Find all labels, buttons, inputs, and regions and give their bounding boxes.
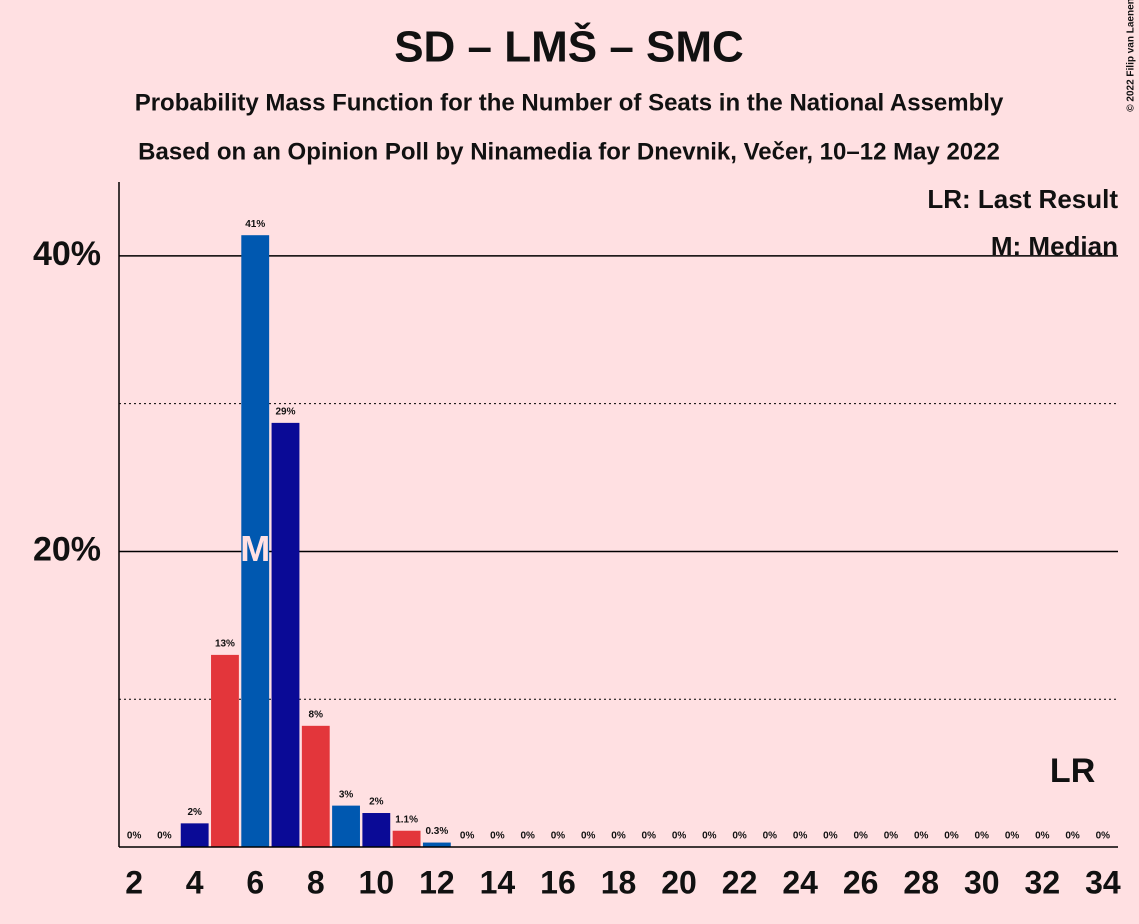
- x-tick-label: 8: [307, 864, 325, 900]
- x-tick-label: 6: [246, 864, 264, 900]
- x-tick-label: 16: [540, 864, 576, 900]
- y-tick-label: 20%: [33, 530, 101, 568]
- value-label: 0%: [672, 831, 687, 842]
- value-label: 0%: [823, 831, 838, 842]
- value-label: 0%: [975, 831, 990, 842]
- bar: [392, 830, 421, 847]
- x-tick-label: 14: [480, 864, 516, 900]
- legend-entry: M: Median: [991, 231, 1118, 261]
- x-tick-label: 12: [419, 864, 455, 900]
- chart-title: SD – LMŠ – SMC: [394, 21, 744, 72]
- bar: [362, 813, 391, 847]
- copyright: © 2022 Filip van Laenen: [1126, 0, 1137, 112]
- value-label: 0%: [884, 831, 899, 842]
- bar: [332, 805, 360, 847]
- annotation: LR: [1050, 752, 1095, 790]
- value-label: 2%: [369, 797, 384, 808]
- legend-entry: LR: Last Result: [927, 184, 1118, 214]
- value-label: 0%: [1035, 831, 1050, 842]
- x-tick-label: 4: [186, 864, 204, 900]
- bar: [180, 823, 209, 847]
- chart-subtitle: Based on an Opinion Poll by Ninamedia fo…: [138, 138, 1000, 165]
- value-label: 0%: [520, 831, 535, 842]
- x-tick-label: 34: [1085, 864, 1121, 900]
- value-label: 0%: [127, 831, 142, 842]
- x-tick-label: 26: [843, 864, 879, 900]
- x-tick-label: 20: [661, 864, 697, 900]
- value-label: 0%: [853, 831, 868, 842]
- value-label: 0%: [581, 831, 596, 842]
- value-label: 0%: [1005, 831, 1020, 842]
- value-label: 0%: [157, 831, 172, 842]
- x-tick-label: 18: [601, 864, 637, 900]
- x-tick-label: 28: [903, 864, 939, 900]
- y-tick-label: 40%: [33, 235, 101, 273]
- value-label: 0%: [460, 831, 475, 842]
- value-label: 0%: [702, 831, 717, 842]
- value-label: 0.3%: [425, 826, 448, 837]
- value-label: 29%: [275, 407, 295, 418]
- value-label: 0%: [1065, 831, 1080, 842]
- bar: [271, 422, 300, 847]
- value-label: 0%: [944, 831, 959, 842]
- value-label: 0%: [763, 831, 778, 842]
- value-label: 3%: [339, 789, 354, 800]
- value-label: 0%: [642, 831, 657, 842]
- value-label: 2%: [187, 807, 202, 818]
- bar: [241, 235, 270, 847]
- x-tick-label: 30: [964, 864, 1000, 900]
- value-label: 0%: [914, 831, 929, 842]
- value-label: 13%: [215, 639, 235, 650]
- bar: [422, 842, 451, 847]
- x-tick-label: 22: [722, 864, 758, 900]
- x-tick-label: 10: [359, 864, 395, 900]
- x-tick-label: 24: [782, 864, 818, 900]
- x-tick-label: 2: [125, 864, 143, 900]
- value-label: 1.1%: [395, 814, 418, 825]
- x-tick-label: 32: [1025, 864, 1061, 900]
- annotation: M: [240, 528, 270, 569]
- value-label: 0%: [551, 831, 566, 842]
- chart-subtitle: Probability Mass Function for the Number…: [135, 89, 1004, 116]
- value-label: 0%: [793, 831, 808, 842]
- value-label: 8%: [309, 709, 324, 720]
- value-label: 0%: [490, 831, 505, 842]
- bar: [211, 654, 239, 847]
- value-label: 0%: [732, 831, 747, 842]
- value-label: 41%: [245, 219, 265, 230]
- bar: [301, 725, 330, 847]
- value-label: 0%: [1096, 831, 1111, 842]
- value-label: 0%: [611, 831, 626, 842]
